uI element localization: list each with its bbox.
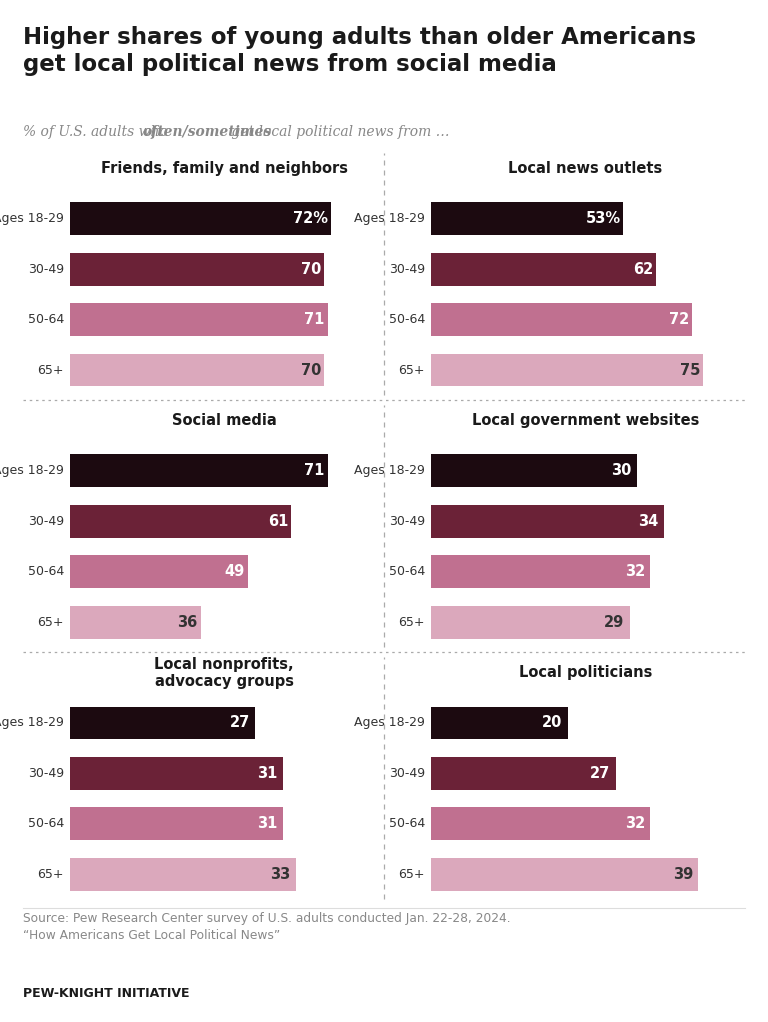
Text: 30-49: 30-49 <box>389 515 425 527</box>
Text: 75: 75 <box>680 363 700 377</box>
Text: Source: Pew Research Center survey of U.S. adults conducted Jan. 22-28, 2024.
“H: Source: Pew Research Center survey of U.… <box>23 912 511 942</box>
Text: 27: 27 <box>230 715 250 731</box>
Bar <box>431 354 703 386</box>
Text: 32: 32 <box>624 817 645 831</box>
Text: 20: 20 <box>542 715 563 731</box>
Bar <box>431 706 568 739</box>
Text: 49: 49 <box>225 564 245 579</box>
Text: PEW-KNIGHT INITIATIVE: PEW-KNIGHT INITIATIVE <box>23 986 190 1000</box>
Text: 50-64: 50-64 <box>389 818 425 830</box>
Text: 50-64: 50-64 <box>28 818 64 830</box>
Text: 71: 71 <box>304 312 325 327</box>
Text: 32: 32 <box>624 564 645 579</box>
Text: 39: 39 <box>673 867 693 882</box>
Text: Social media: Social media <box>172 413 276 428</box>
Text: Ages 18-29: Ages 18-29 <box>354 716 425 730</box>
Text: 65+: 65+ <box>399 364 425 376</box>
Bar <box>70 857 296 890</box>
Bar <box>70 757 283 790</box>
Bar <box>431 202 624 235</box>
Text: 33: 33 <box>270 867 291 882</box>
Text: Ages 18-29: Ages 18-29 <box>0 716 64 730</box>
Text: 31: 31 <box>257 765 277 781</box>
Text: 27: 27 <box>591 765 611 781</box>
Text: Ages 18-29: Ages 18-29 <box>0 213 64 225</box>
Text: 30-49: 30-49 <box>389 766 425 780</box>
Text: 72: 72 <box>669 312 690 327</box>
Bar <box>70 252 324 285</box>
Bar <box>70 807 283 840</box>
Bar <box>431 505 664 538</box>
Text: 50-64: 50-64 <box>28 313 64 326</box>
Text: 61: 61 <box>268 514 289 528</box>
Bar <box>70 354 324 386</box>
Bar <box>431 757 616 790</box>
Text: Ages 18-29: Ages 18-29 <box>354 464 425 477</box>
Text: 36: 36 <box>177 614 198 630</box>
Bar <box>70 606 200 639</box>
Bar <box>70 505 291 538</box>
Text: 53%: 53% <box>585 212 621 226</box>
Text: 30-49: 30-49 <box>28 263 64 276</box>
Text: Local government websites: Local government websites <box>472 413 699 428</box>
Text: often/sometimes: often/sometimes <box>142 125 271 139</box>
Text: 72%: 72% <box>293 212 329 226</box>
Text: 30-49: 30-49 <box>28 515 64 527</box>
Bar <box>431 304 692 336</box>
Bar <box>70 202 331 235</box>
Bar <box>70 455 328 487</box>
Text: Ages 18-29: Ages 18-29 <box>0 464 64 477</box>
Text: 29: 29 <box>604 614 624 630</box>
Text: Friends, family and neighbors: Friends, family and neighbors <box>101 161 348 176</box>
Text: 30-49: 30-49 <box>28 766 64 780</box>
Bar <box>431 455 637 487</box>
Text: 30: 30 <box>611 463 631 478</box>
Bar <box>431 857 698 890</box>
Bar <box>431 252 656 285</box>
Text: 70: 70 <box>301 262 321 277</box>
Text: 50-64: 50-64 <box>389 565 425 578</box>
Text: 65+: 65+ <box>399 615 425 629</box>
Text: Higher shares of young adults than older Americans
get local political news from: Higher shares of young adults than older… <box>23 26 696 76</box>
Text: 62: 62 <box>633 262 653 277</box>
Text: 71: 71 <box>304 463 325 478</box>
Text: Local news outlets: Local news outlets <box>508 161 662 176</box>
Text: Local politicians: Local politicians <box>518 665 652 681</box>
Text: % of U.S. adults who: % of U.S. adults who <box>23 125 172 139</box>
Bar <box>70 304 328 336</box>
Bar <box>431 606 630 639</box>
Text: get local political news from …: get local political news from … <box>227 125 449 139</box>
Text: 31: 31 <box>257 817 277 831</box>
Bar <box>70 706 255 739</box>
Bar <box>431 555 650 588</box>
Text: 65+: 65+ <box>399 868 425 881</box>
Bar <box>70 555 248 588</box>
Text: 30-49: 30-49 <box>389 263 425 276</box>
Bar <box>431 807 650 840</box>
Text: Local nonprofits,
advocacy groups: Local nonprofits, advocacy groups <box>154 656 294 689</box>
Text: 70: 70 <box>301 363 321 377</box>
Text: 34: 34 <box>638 514 659 528</box>
Text: 65+: 65+ <box>38 868 64 881</box>
Text: Ages 18-29: Ages 18-29 <box>354 213 425 225</box>
Text: 65+: 65+ <box>38 615 64 629</box>
Text: 65+: 65+ <box>38 364 64 376</box>
Text: 50-64: 50-64 <box>28 565 64 578</box>
Text: 50-64: 50-64 <box>389 313 425 326</box>
